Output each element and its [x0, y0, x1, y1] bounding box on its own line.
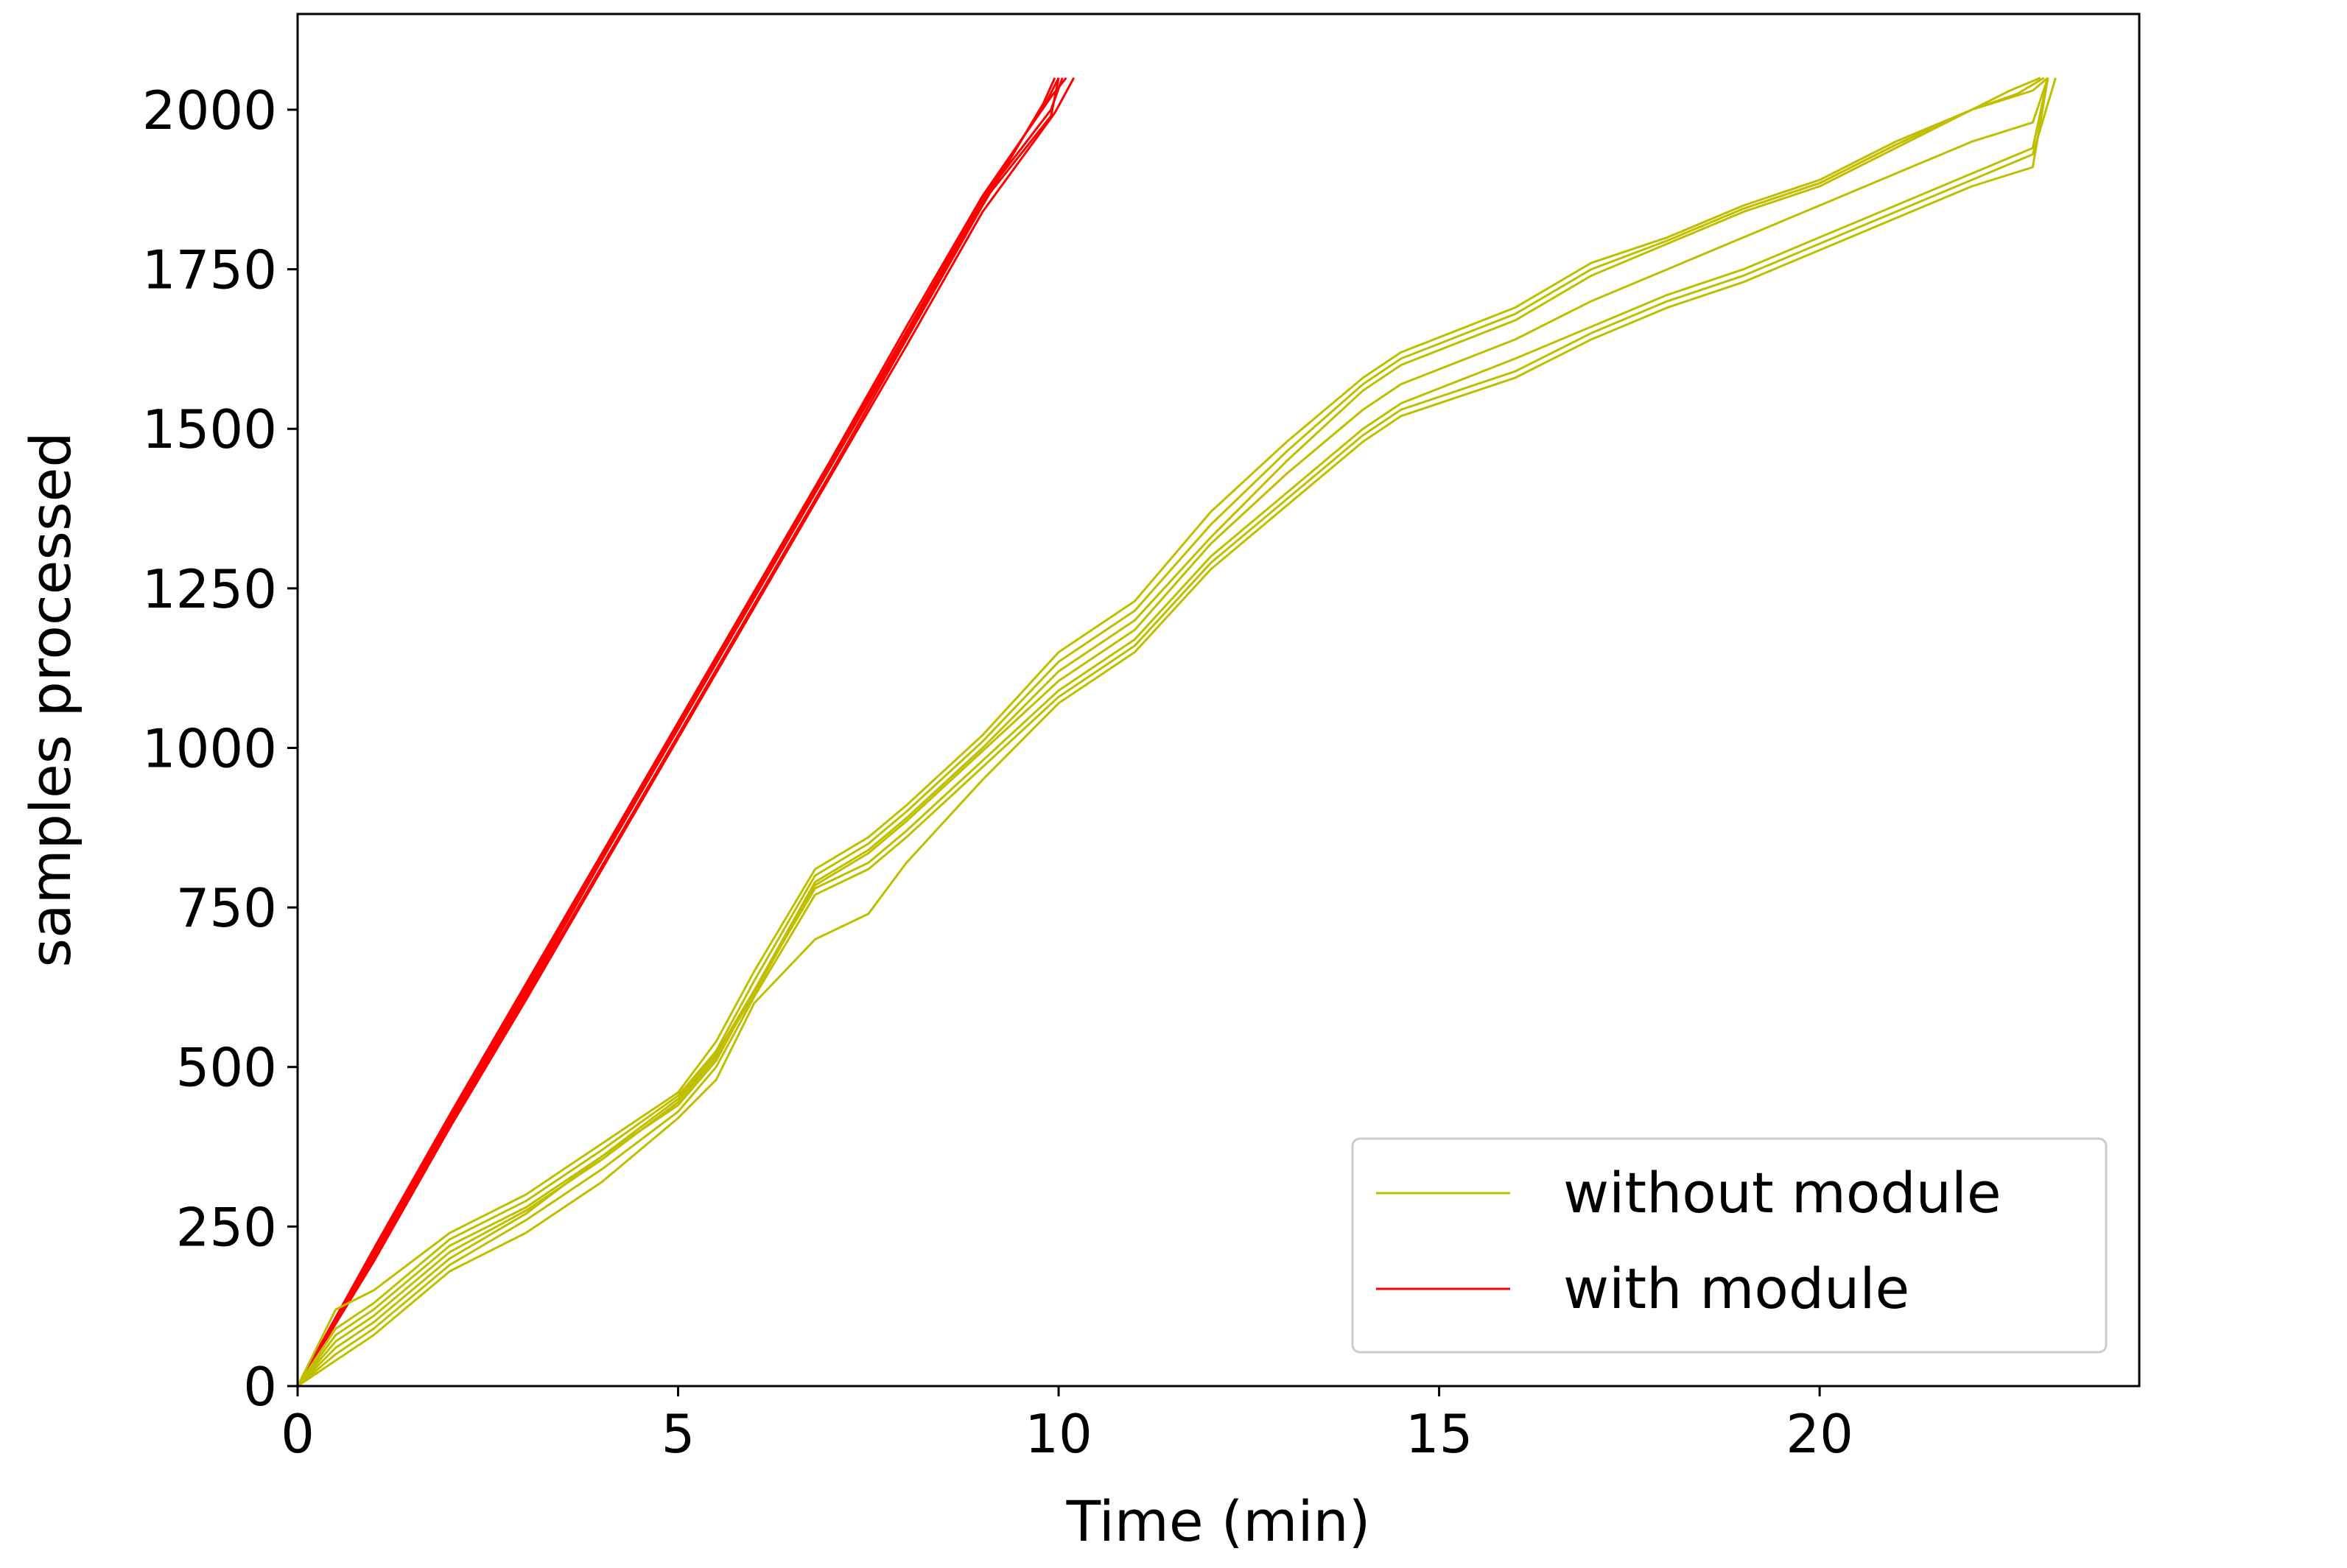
y-tick-label-1250: 1250 — [142, 558, 277, 620]
y-tick-label-1500: 1500 — [142, 398, 277, 460]
y-axis-label: samples processed — [18, 432, 83, 967]
y-tick-label-250: 250 — [176, 1196, 277, 1258]
x-tick-label-10: 10 — [1025, 1403, 1092, 1465]
legend-box — [1351, 1137, 2108, 1354]
x-tick-label-0: 0 — [281, 1403, 315, 1465]
legend: without module with module — [1351, 1137, 2108, 1354]
y-axis: 0 250 500 750 1000 1250 1500 1750 2000 — [142, 80, 298, 1418]
series-line-without-module-6 — [296, 77, 2049, 1387]
series-line-without-module-7 — [296, 77, 2041, 1387]
x-tick-label-20: 20 — [1786, 1403, 1853, 1465]
series-line-with-module-3 — [296, 77, 1060, 1387]
y-tick-label-500: 500 — [176, 1037, 277, 1099]
series-line-without-module-10 — [296, 77, 2049, 1387]
series-line-without-module-11 — [296, 77, 2045, 1387]
x-tick-label-15: 15 — [1406, 1403, 1473, 1465]
legend-label-without-module: without module — [1563, 1160, 2002, 1226]
y-tick-label-0: 0 — [243, 1356, 277, 1418]
series-line-with-module-5 — [296, 77, 1060, 1387]
y-tick-label-2000: 2000 — [142, 80, 277, 141]
y-tick-label-1750: 1750 — [142, 239, 277, 301]
plot-lines — [296, 77, 2057, 1388]
plot-frame — [296, 13, 2141, 1388]
series-line-without-module-12 — [297, 77, 2049, 1388]
series-line-without-module-9 — [297, 77, 2057, 1388]
series-line-with-module-4 — [296, 77, 1076, 1387]
x-axis-label: Time (min) — [1066, 1488, 1371, 1554]
x-axis: 0 5 10 15 20 — [281, 1386, 1853, 1465]
y-tick-label-1000: 1000 — [142, 717, 277, 779]
x-tick-label-5: 5 — [662, 1403, 695, 1465]
y-tick-label-750: 750 — [176, 877, 277, 939]
legend-label-with-module: with module — [1563, 1256, 1909, 1321]
